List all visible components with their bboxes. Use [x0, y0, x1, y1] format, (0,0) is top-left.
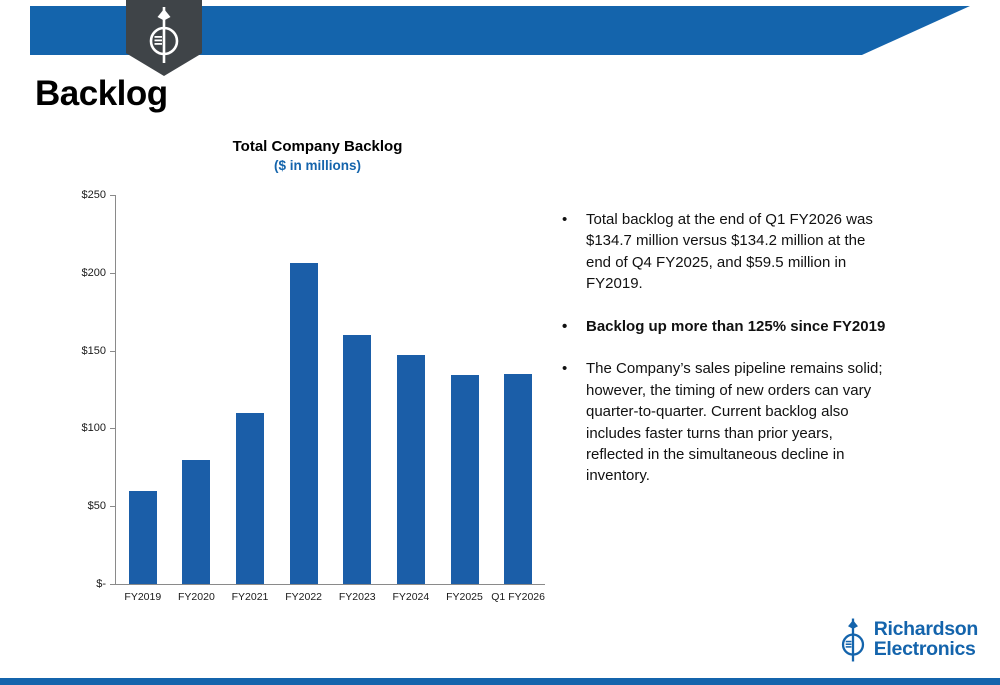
- x-labels-row: FY2019 FY2020 FY2021 FY2022 FY2023 FY2024 FY20…: [116, 584, 545, 603]
- bar: [450, 375, 479, 584]
- bar-fy2021: [223, 195, 277, 584]
- x-tick-label: FY2025: [446, 591, 483, 603]
- backlog-chart: Total Company Backlog ($ in millions) FY…: [80, 138, 555, 616]
- bullet-item-2: Backlog up more than 125% since FY2019: [558, 316, 890, 338]
- bar: [289, 263, 318, 584]
- footer-logo-line2: Electronics: [873, 638, 976, 660]
- x-tick-label: Q1 FY2026: [491, 591, 545, 603]
- bar-fy2022: [277, 195, 331, 584]
- bar: [396, 355, 425, 584]
- bar: [504, 374, 533, 584]
- y-tick-label: $-: [66, 578, 115, 590]
- x-tick-label: FY2021: [231, 591, 269, 603]
- bar: [128, 491, 157, 584]
- x-tick-label: FY2024: [392, 591, 430, 603]
- bar: [182, 459, 211, 584]
- bar: [343, 335, 372, 584]
- plot-area: FY2019 FY2020 FY2021 FY2022 FY2023 FY2024 FY20…: [82, 189, 545, 603]
- bullet-list: Total backlog at the end of Q1 FY2026 wa…: [558, 209, 890, 508]
- y-tick-label: $50: [66, 500, 115, 512]
- chart-subtitle: ($ in millions): [273, 158, 361, 173]
- bullet-item-1: Total backlog at the end of Q1 FY2026 wa…: [558, 209, 890, 295]
- bar: [236, 412, 265, 584]
- x-tick-label: FY2020: [178, 591, 215, 603]
- x-tick-label: FY2019: [124, 591, 162, 603]
- x-tick-label: FY2022: [285, 591, 323, 603]
- footer-logo-text: Richardson Electronics: [873, 618, 979, 660]
- x-tick-label: FY2023: [338, 591, 376, 603]
- richardson-logo-icon: [841, 618, 864, 662]
- y-tick-label: $100: [66, 422, 115, 434]
- y-tick-label: $250: [66, 189, 115, 201]
- bar-fy2023: [331, 195, 385, 584]
- y-tick-label: $150: [66, 345, 115, 357]
- footer-logo-line1: Richardson: [873, 618, 979, 641]
- bar-fy2025: [438, 195, 492, 584]
- y-tick-label: $200: [66, 267, 115, 279]
- chart-title: Total Company Backlog: [232, 138, 403, 155]
- bar-fy2020: [170, 195, 224, 584]
- bullet-item-3: The Company’s sales pipeline remains sol…: [558, 358, 890, 487]
- bar-fy2024: [384, 195, 438, 584]
- bar-q1-fy2026: [491, 195, 545, 584]
- footer-logo: Richardson Electronics: [839, 617, 978, 663]
- bottom-strip: [0, 678, 1000, 685]
- page-title: Backlog: [35, 74, 168, 113]
- bar-fy2019: [116, 195, 170, 584]
- bars-row: [116, 195, 545, 584]
- richardson-emblem-icon: [149, 7, 179, 63]
- logo-badge: [126, 0, 202, 76]
